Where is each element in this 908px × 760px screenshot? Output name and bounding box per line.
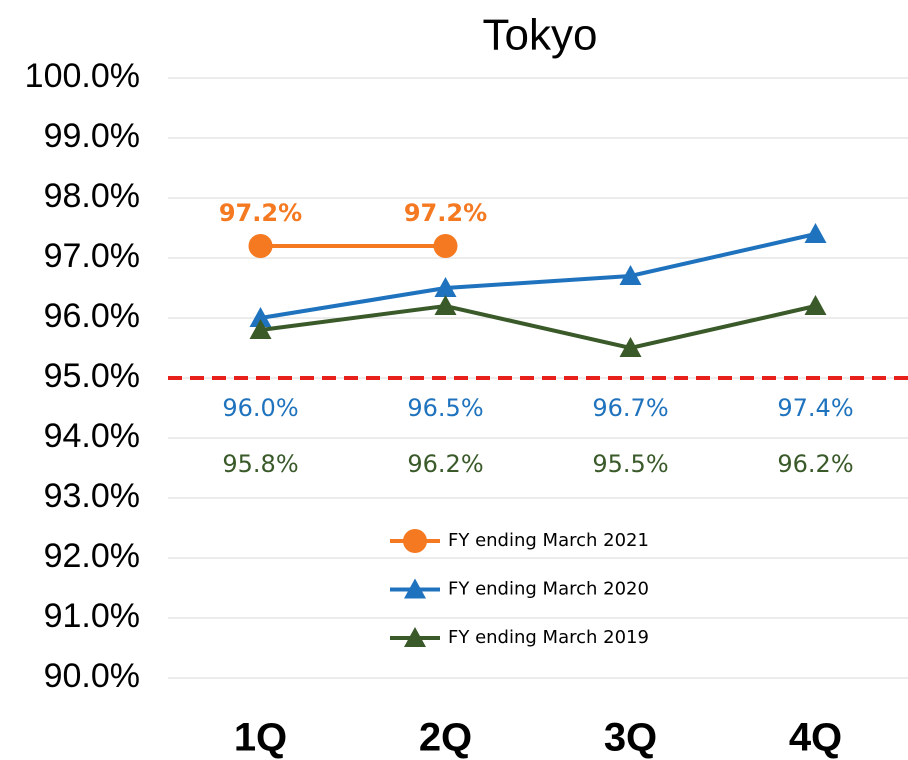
data-label: 96.0% [222,394,298,422]
series-line [260,303,816,351]
data-label: 97.2% [404,199,487,227]
y-tick-label: 99.0% [44,117,140,155]
data-point [249,307,272,327]
data-point [804,295,827,315]
legend-marker [404,578,426,599]
data-point [804,223,827,243]
y-tick-label: 95.0% [44,357,140,395]
data-label: 95.8% [222,450,298,478]
legend-marker [403,529,427,553]
y-tick-label: 94.0% [44,417,140,455]
data-label: 96.5% [407,394,483,422]
x-tick-label: 2Q [419,716,472,760]
series-line [260,232,816,320]
data-point [619,337,642,357]
data-label: 97.2% [219,199,302,227]
data-point [248,234,273,258]
chart-title: Tokyo [483,11,598,60]
y-tick-label: 90.0% [44,657,140,695]
y-tick-label: 100.0% [25,57,140,95]
x-tick-label: 1Q [234,716,287,760]
y-tick-label: 91.0% [44,597,140,635]
x-tick-label: 4Q [789,716,842,760]
y-tick-label: 96.0% [44,297,140,335]
data-label: 96.7% [592,394,668,422]
data-point [619,265,642,285]
data-point [434,295,457,315]
data-point [249,319,272,339]
legend-label: FY ending March 2019 [448,627,649,648]
legend-label: FY ending March 2021 [448,530,649,551]
data-label: 97.4% [777,394,853,422]
y-tick-label: 98.0% [44,177,140,215]
legend-label: FY ending March 2020 [448,579,649,600]
y-tick-label: 93.0% [44,477,140,515]
data-label: 96.2% [777,450,853,478]
y-tick-label: 92.0% [44,537,140,575]
y-tick-label: 97.0% [44,237,140,275]
data-label: 96.2% [407,450,483,478]
data-point [433,234,458,258]
data-point [434,277,457,297]
x-tick-label: 3Q [604,716,657,760]
data-label: 95.5% [592,450,668,478]
legend-marker [404,627,426,647]
